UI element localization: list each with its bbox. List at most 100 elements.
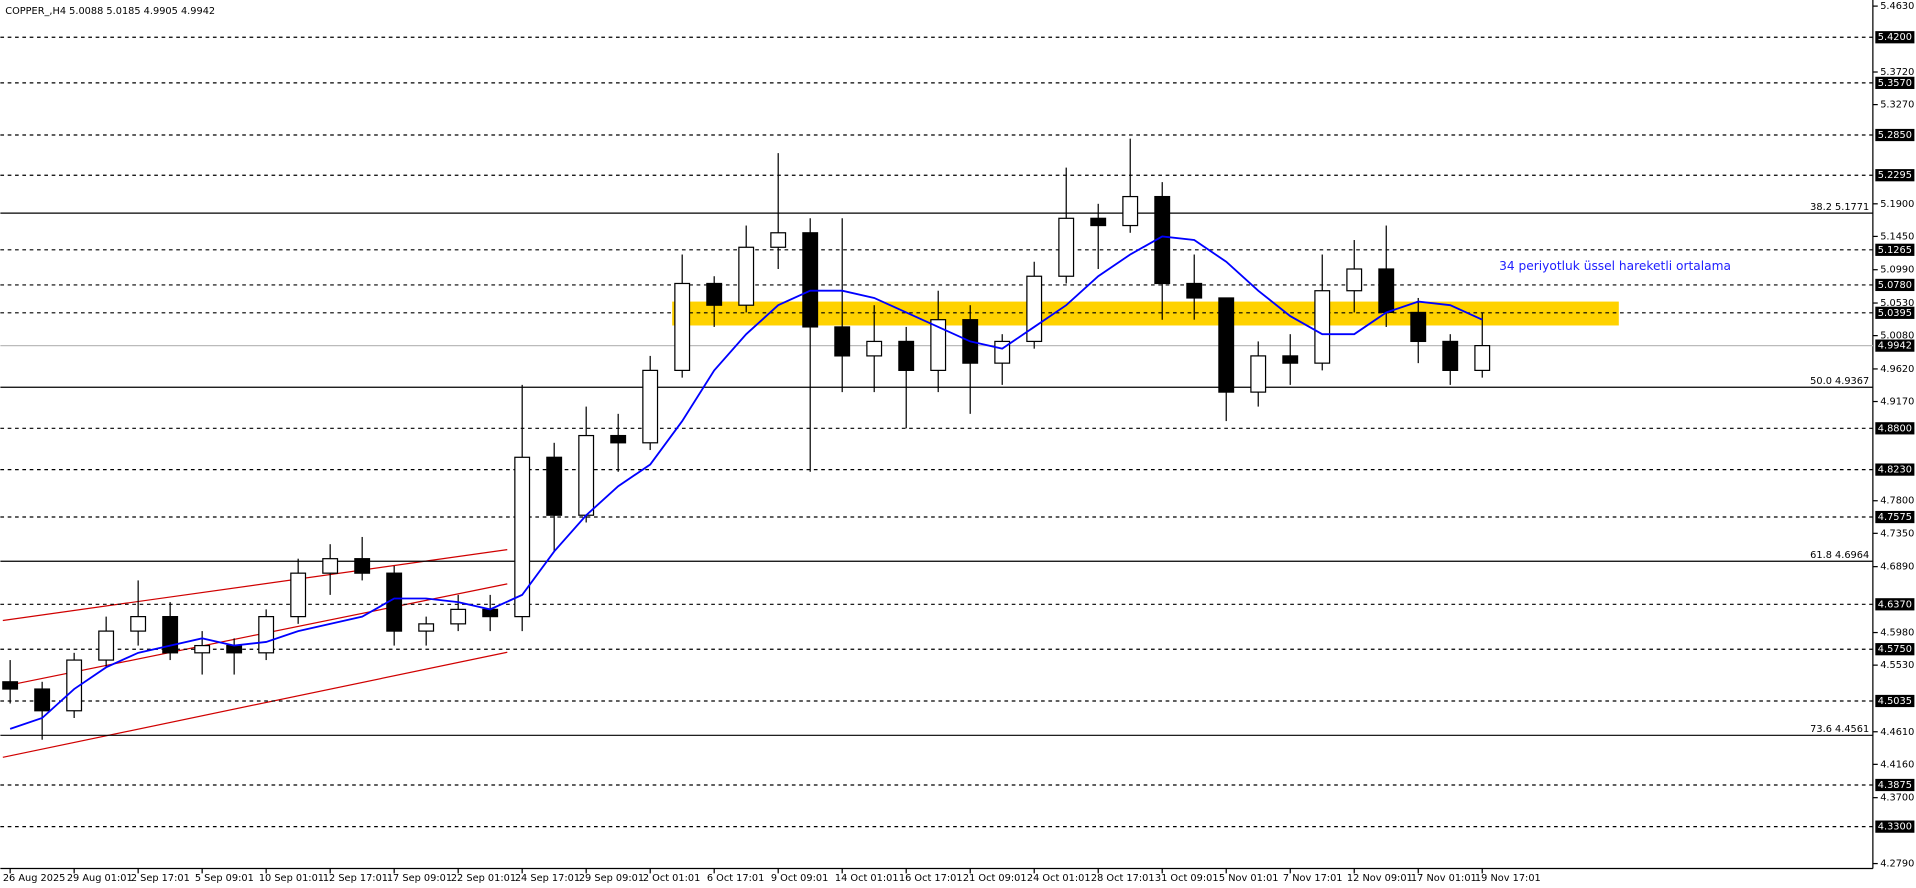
level-label: 5.1265 [1878, 245, 1912, 256]
candle-body [1122, 195, 1139, 227]
candle-body [450, 608, 467, 625]
level-label-bg [1875, 128, 1915, 142]
candle-body [578, 434, 595, 516]
candle-body [1250, 355, 1267, 393]
level-label: 5.0395 [1878, 308, 1912, 319]
candle-body [194, 644, 211, 654]
x-tick-label: 10 Sep 01:01 [259, 873, 324, 884]
level-label-bg [1875, 278, 1915, 292]
level-label-bg [1875, 820, 1915, 833]
level-label-bg [1875, 76, 1915, 89]
level-label: 4.5035 [1878, 696, 1912, 707]
chart-title: COPPER_,H4 5.0088 5.0185 4.9905 4.9942 [5, 6, 215, 17]
level-label: 4.3875 [1878, 780, 1912, 791]
y-tick-label: 4.3700 [1880, 793, 1914, 804]
candle-body [802, 232, 819, 328]
level-label-bg [1875, 778, 1915, 792]
y-tick-label: 4.4160 [1880, 759, 1914, 770]
y-tick-label: 4.6890 [1880, 562, 1914, 573]
x-tick-label: 2 Sep 17:01 [131, 873, 190, 884]
x-tick-label: 16 Oct 17:01 [899, 873, 963, 884]
y-tick-label: 5.0530 [1880, 298, 1914, 309]
x-tick-label: 7 Nov 17:01 [1283, 873, 1343, 884]
x-tick-label: 24 Sep 17:01 [515, 873, 580, 884]
candle-body [674, 282, 691, 371]
y-tick-label: 4.5530 [1880, 660, 1914, 671]
y-tick-label: 4.7800 [1880, 496, 1914, 507]
candle-body [610, 434, 627, 444]
fib-label: 73.6 4.4561 [1810, 724, 1869, 735]
x-tick-label: 28 Oct 17:01 [1091, 873, 1155, 884]
x-tick-label: 29 Sep 09:01 [579, 873, 644, 884]
level-label-bg [1875, 31, 1915, 44]
level-label: 5.3570 [1878, 78, 1912, 89]
candle-body [1026, 275, 1043, 343]
candle-body [482, 608, 499, 618]
x-tick-label: 14 Oct 01:01 [835, 873, 899, 884]
channel-line [2, 583, 508, 688]
trend-channel [2, 549, 508, 758]
level-label-bg [1875, 306, 1915, 319]
level-label-bg [1875, 243, 1915, 256]
x-tick-label: 5 Sep 09:01 [195, 873, 254, 884]
y-tick-label: 5.4630 [1880, 1, 1914, 12]
candle-body [1378, 268, 1395, 314]
fib-label: 38.2 5.1771 [1810, 202, 1869, 213]
x-tick-label: 29 Aug 01:01 [67, 873, 133, 884]
y-tick-label: 4.7350 [1880, 528, 1914, 539]
annotation: 34 periyotluk üssel hareketli ortalama [1499, 259, 1731, 273]
candle-body [1090, 217, 1107, 227]
candle-body [642, 369, 659, 444]
level-label: 5.2850 [1878, 130, 1912, 141]
candle-body [834, 326, 851, 357]
last-price-bg [1875, 339, 1915, 352]
candle-body [770, 232, 787, 248]
candle-body [1442, 340, 1459, 371]
candle-body [322, 558, 339, 574]
channel-line [2, 651, 508, 758]
candle-body [2, 681, 19, 690]
x-tick-label: 12 Nov 09:01 [1347, 873, 1413, 884]
y-tick-label: 5.1450 [1880, 231, 1914, 242]
candle-body [290, 572, 307, 618]
candle-body [418, 623, 435, 632]
level-label: 4.3300 [1878, 822, 1912, 833]
level-label-bg [1875, 694, 1915, 708]
y-tick-label: 4.4610 [1880, 727, 1914, 738]
candle-body [1314, 290, 1331, 364]
candle-body [866, 340, 883, 357]
level-label-bg [1875, 643, 1915, 656]
candle-body [1410, 311, 1427, 343]
level-label-bg [1875, 598, 1915, 611]
x-tick-label: 6 Oct 17:01 [707, 873, 764, 884]
y-tick-label: 5.1900 [1880, 199, 1914, 210]
level-label: 4.7575 [1878, 512, 1912, 523]
y-tick-label: 5.0080 [1880, 331, 1914, 342]
candle-body [354, 558, 371, 574]
candle-body [98, 630, 115, 661]
fib-label: 61.8 4.6964 [1810, 550, 1869, 561]
level-label: 5.4200 [1878, 32, 1912, 43]
x-tick-label: 21 Oct 09:01 [963, 873, 1027, 884]
level-label-bg [1875, 422, 1915, 435]
candle-body [1186, 282, 1203, 299]
level-label: 5.0780 [1878, 280, 1912, 291]
candle-body [34, 688, 51, 712]
level-label: 4.6370 [1878, 599, 1912, 610]
candle-body [130, 616, 147, 632]
candle-body [258, 616, 275, 654]
candle-body [898, 340, 915, 371]
candle-body [1282, 355, 1299, 364]
y-tick-label: 5.3720 [1880, 67, 1914, 78]
y-tick-label: 5.3270 [1880, 100, 1914, 111]
candle-body [1346, 268, 1363, 292]
level-label-bg [1875, 510, 1915, 524]
level-label-bg [1875, 169, 1915, 182]
y-tick-label: 4.2790 [1880, 859, 1914, 870]
candle-body [1058, 217, 1075, 277]
level-label: 5.2295 [1878, 170, 1912, 181]
x-tick-label: 24 Oct 01:01 [1027, 873, 1091, 884]
candle-body [66, 659, 83, 712]
y-tick-label: 5.0990 [1880, 265, 1914, 276]
